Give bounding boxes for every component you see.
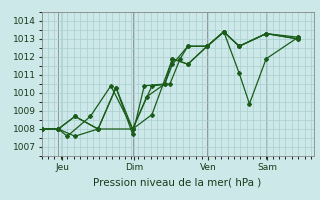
- X-axis label: Pression niveau de la mer( hPa ): Pression niveau de la mer( hPa ): [93, 178, 262, 188]
